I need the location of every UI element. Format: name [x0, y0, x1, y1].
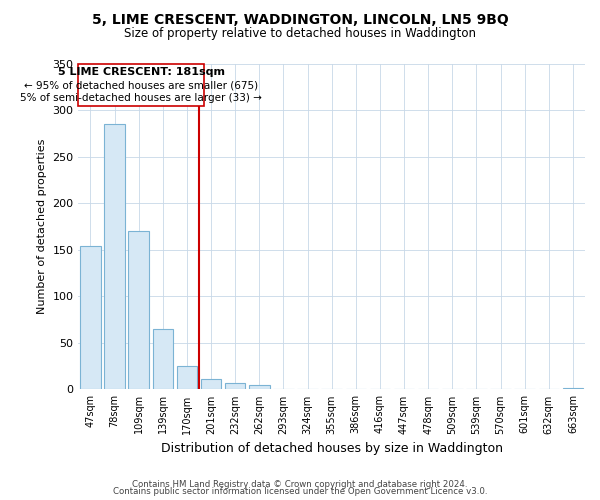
Text: Size of property relative to detached houses in Waddington: Size of property relative to detached ho… [124, 28, 476, 40]
Bar [152, 329, 173, 390]
Bar [563, 388, 583, 390]
Text: 5% of semi-detached houses are larger (33) →: 5% of semi-detached houses are larger (3… [20, 94, 262, 104]
Text: 5, LIME CRESCENT, WADDINGTON, LINCOLN, LN5 9BQ: 5, LIME CRESCENT, WADDINGTON, LINCOLN, L… [92, 12, 508, 26]
Bar [225, 383, 245, 390]
Text: ← 95% of detached houses are smaller (675): ← 95% of detached houses are smaller (67… [24, 80, 258, 90]
Text: Contains HM Land Registry data © Crown copyright and database right 2024.: Contains HM Land Registry data © Crown c… [132, 480, 468, 489]
Bar [104, 124, 125, 390]
Bar [249, 385, 269, 390]
Bar [80, 246, 101, 390]
Text: Contains public sector information licensed under the Open Government Licence v3: Contains public sector information licen… [113, 488, 487, 496]
Text: 5 LIME CRESCENT: 181sqm: 5 LIME CRESCENT: 181sqm [58, 68, 224, 78]
Bar [201, 379, 221, 390]
Bar [128, 232, 149, 390]
X-axis label: Distribution of detached houses by size in Waddington: Distribution of detached houses by size … [161, 442, 503, 455]
Bar [79, 64, 204, 106]
Bar [176, 366, 197, 390]
Y-axis label: Number of detached properties: Number of detached properties [37, 139, 47, 314]
